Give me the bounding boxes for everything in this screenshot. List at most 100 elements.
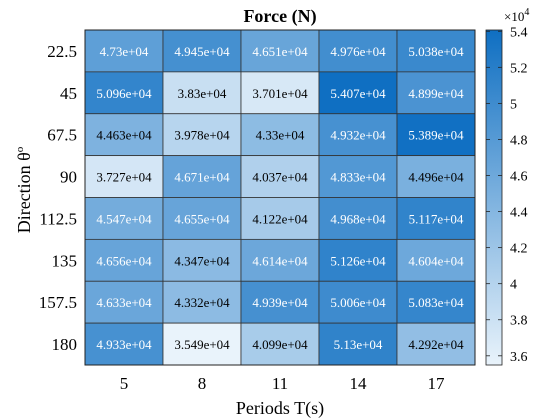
colorbar-tick-label: 4 [510, 278, 517, 293]
colorbar-tick-label: 4.8 [510, 133, 528, 148]
colorbar-multiplier: ×104 [504, 7, 529, 24]
heatmap-cell [318, 29, 398, 73]
cell-value-label: 4.833e+04 [330, 170, 386, 185]
heatmap-cell [84, 197, 164, 240]
cell-value-label: 4.633e+04 [96, 295, 152, 310]
heatmap-cell [318, 238, 398, 282]
chart-title: Force (N) [243, 6, 316, 27]
cell-value-label: 5.407e+04 [330, 86, 386, 101]
cell-value-label: 4.968e+04 [330, 211, 386, 226]
x-tick-label: 11 [272, 374, 288, 393]
heatmap-cell [396, 71, 476, 115]
colorbar-multiplier-base: ×10 [504, 9, 524, 24]
cell-value-label: 4.463e+04 [96, 128, 152, 143]
cell-value-label: 4.037e+04 [252, 170, 308, 185]
heatmap-cells: 4.73e+04 4.945e+04 4.651e+04 4.976e+04 5.038… [84, 29, 476, 366]
y-tick-label: 112.5 [39, 209, 77, 228]
cell-value-label: 4.933e+04 [96, 337, 152, 352]
colorbar-tick-label: 4.4 [510, 206, 528, 221]
cell-value-label: 5.038e+04 [408, 44, 464, 59]
heatmap-cell [84, 322, 164, 366]
heatmap-cell [318, 155, 398, 198]
cell-value-label: 4.332e+04 [174, 295, 230, 310]
cell-value-label: 3.83e+04 [178, 86, 227, 101]
cell-value-label: 5.006e+04 [330, 295, 386, 310]
colorbar-tick-label: 5.2 [510, 61, 528, 76]
heatmap-cell [162, 113, 242, 157]
cell-value-label: 4.292e+04 [408, 337, 464, 352]
heatmap-cell [318, 322, 398, 366]
y-tick-label: 90 [60, 168, 77, 187]
x-tick-label: 14 [350, 374, 368, 393]
cell-value-label: 4.73e+04 [100, 44, 149, 59]
cell-value-label: 5.096e+04 [96, 86, 152, 101]
cell-value-label: 5.083e+04 [408, 295, 464, 310]
cell-value-label: 4.496e+04 [408, 170, 464, 185]
colorbar: 3.6 3.8 4 4.2 4.4 4.6 4.8 5 5.2 5.4 [485, 25, 528, 366]
y-tick-label: 180 [52, 335, 78, 354]
colorbar-tick-label: 3.8 [510, 314, 528, 329]
heatmap-cell [240, 197, 320, 240]
y-tick-label: 45 [60, 84, 77, 103]
heatmap-cell [396, 322, 476, 366]
cell-value-label: 4.547e+04 [96, 211, 152, 226]
colorbar-multiplier-exponent: 4 [524, 7, 529, 18]
cell-value-label: 4.604e+04 [408, 253, 464, 268]
y-tick-label: 22.5 [47, 42, 77, 61]
heatmap-cell [162, 197, 242, 240]
x-tick-label: 17 [428, 374, 446, 393]
heatmap-cell [84, 71, 164, 115]
heatmap-cell [240, 322, 320, 366]
cell-value-label: 4.614e+04 [252, 253, 308, 268]
heatmap-cell [240, 155, 320, 198]
heatmap-cell [84, 280, 164, 324]
x-tick-label: 8 [198, 374, 207, 393]
cell-value-label: 5.126e+04 [330, 253, 386, 268]
cell-value-label: 4.33e+04 [256, 128, 305, 143]
x-axis-ticks: 5 8 11 14 17 [120, 374, 445, 393]
cell-value-label: 5.117e+04 [409, 211, 464, 226]
cell-value-label: 4.655e+04 [174, 211, 230, 226]
heatmap-cell [240, 238, 320, 282]
cell-value-label: 4.899e+04 [408, 86, 464, 101]
y-axis-label: Direction θo [14, 146, 34, 233]
cell-value-label: 4.099e+04 [252, 337, 308, 352]
cell-value-label: 3.978e+04 [174, 128, 230, 143]
colorbar-tick-label: 4.6 [510, 170, 528, 185]
cell-value-label: 5.389e+04 [408, 128, 464, 143]
cell-value-label: 4.656e+04 [96, 253, 152, 268]
colorbar-tick-label: 5 [510, 97, 517, 112]
y-axis-label-degree: o [14, 146, 26, 152]
cell-value-label: 3.727e+04 [96, 170, 152, 185]
y-tick-label: 67.5 [47, 126, 77, 145]
heatmap-cell [318, 113, 398, 157]
colorbar-tick-label: 4.2 [510, 242, 528, 257]
heatmap-cell [162, 238, 242, 282]
heatmap-cell [162, 29, 242, 73]
plot-frame [84, 29, 476, 366]
cell-value-label: 5.13e+04 [334, 337, 383, 352]
cell-value-label: 4.651e+04 [252, 44, 308, 59]
colorbar-bar [485, 29, 503, 366]
heatmap-cell [240, 71, 320, 115]
colorbar-tick-label: 3.6 [510, 350, 528, 365]
x-axis-label: Periods T(s) [236, 398, 324, 419]
heatmap-cell [84, 29, 164, 73]
heatmap-cell [162, 155, 242, 198]
heatmap-cell [162, 322, 242, 366]
cell-value-label: 4.122e+04 [252, 211, 308, 226]
cell-value-label: 3.701e+04 [252, 86, 308, 101]
cell-value-label: 3.549e+04 [174, 337, 230, 352]
cell-value-label: 4.939e+04 [252, 295, 308, 310]
cell-value-label: 4.671e+04 [174, 170, 230, 185]
colorbar-tick-label: 5.4 [510, 25, 528, 40]
y-axis-label-main: Direction θ [14, 152, 34, 233]
cell-value-label: 4.976e+04 [330, 44, 386, 59]
x-tick-label: 5 [120, 374, 129, 393]
y-tick-label: 157.5 [39, 293, 77, 312]
cell-value-label: 4.945e+04 [174, 44, 230, 59]
heatmap-cell [396, 197, 476, 240]
y-axis-ticks: 22.5 45 67.5 90 112.5 135 157.5 180 [39, 42, 77, 354]
y-tick-label: 135 [52, 251, 78, 270]
